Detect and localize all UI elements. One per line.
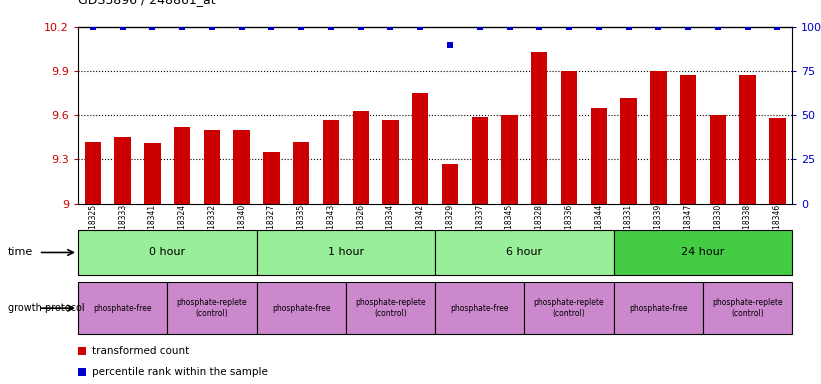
Text: GDS3896 / 248861_at: GDS3896 / 248861_at: [78, 0, 216, 6]
Bar: [257, 230, 435, 275]
Text: phosphate-replete
(control): phosphate-replete (control): [534, 298, 604, 318]
Bar: [769, 118, 786, 204]
Point: [384, 24, 397, 30]
Point: [652, 24, 665, 30]
Point: [282, 96, 296, 102]
Bar: [740, 76, 756, 204]
Bar: [167, 282, 257, 334]
Bar: [352, 111, 369, 204]
Bar: [621, 98, 637, 204]
Point: [533, 24, 546, 30]
Point: [592, 24, 605, 30]
Point: [443, 41, 456, 48]
Bar: [204, 130, 220, 204]
Text: phosphate-replete
(control): phosphate-replete (control): [713, 298, 783, 318]
Point: [711, 24, 724, 30]
Bar: [614, 282, 703, 334]
Bar: [442, 164, 458, 204]
Point: [622, 24, 635, 30]
Bar: [590, 108, 607, 204]
Bar: [383, 119, 399, 204]
Point: [741, 24, 754, 30]
Bar: [471, 117, 488, 204]
Bar: [257, 282, 346, 334]
Bar: [233, 130, 250, 204]
Text: 1 hour: 1 hour: [328, 247, 364, 258]
Text: phosphate-free: phosphate-free: [451, 304, 509, 313]
Text: phosphate-free: phosphate-free: [629, 304, 688, 313]
Bar: [435, 230, 614, 275]
Bar: [264, 152, 280, 204]
Point: [176, 24, 189, 30]
Bar: [346, 282, 435, 334]
Bar: [703, 282, 792, 334]
Point: [86, 24, 99, 30]
Bar: [680, 76, 696, 204]
Text: phosphate-replete
(control): phosphate-replete (control): [355, 298, 426, 318]
Text: transformed count: transformed count: [92, 346, 189, 356]
Point: [235, 24, 248, 30]
Bar: [502, 115, 518, 204]
Point: [681, 24, 695, 30]
Bar: [435, 282, 525, 334]
Bar: [709, 115, 726, 204]
Bar: [561, 71, 577, 204]
Bar: [174, 127, 190, 204]
Point: [473, 24, 486, 30]
Point: [354, 24, 367, 30]
Text: percentile rank within the sample: percentile rank within the sample: [92, 367, 268, 377]
Text: phosphate-free: phosphate-free: [94, 304, 152, 313]
Point: [282, 288, 296, 294]
Point: [503, 24, 516, 30]
Point: [414, 24, 427, 30]
Point: [324, 24, 337, 30]
Text: phosphate-free: phosphate-free: [272, 304, 331, 313]
Text: 6 hour: 6 hour: [507, 247, 543, 258]
Bar: [78, 230, 257, 275]
Text: growth protocol: growth protocol: [8, 303, 85, 313]
Text: time: time: [8, 247, 34, 258]
Bar: [650, 71, 667, 204]
Point: [116, 24, 129, 30]
Point: [205, 24, 218, 30]
Bar: [525, 282, 614, 334]
Point: [771, 24, 784, 30]
Bar: [531, 52, 548, 204]
Bar: [323, 119, 339, 204]
Point: [295, 24, 308, 30]
Bar: [412, 93, 429, 204]
Point: [265, 24, 278, 30]
Point: [146, 24, 159, 30]
Text: 24 hour: 24 hour: [681, 247, 725, 258]
Point: [562, 24, 576, 30]
Bar: [144, 143, 161, 204]
Bar: [293, 142, 310, 204]
Text: phosphate-replete
(control): phosphate-replete (control): [177, 298, 247, 318]
Text: 0 hour: 0 hour: [149, 247, 186, 258]
Bar: [114, 137, 131, 204]
Bar: [78, 282, 167, 334]
Bar: [85, 142, 101, 204]
Bar: [614, 230, 792, 275]
